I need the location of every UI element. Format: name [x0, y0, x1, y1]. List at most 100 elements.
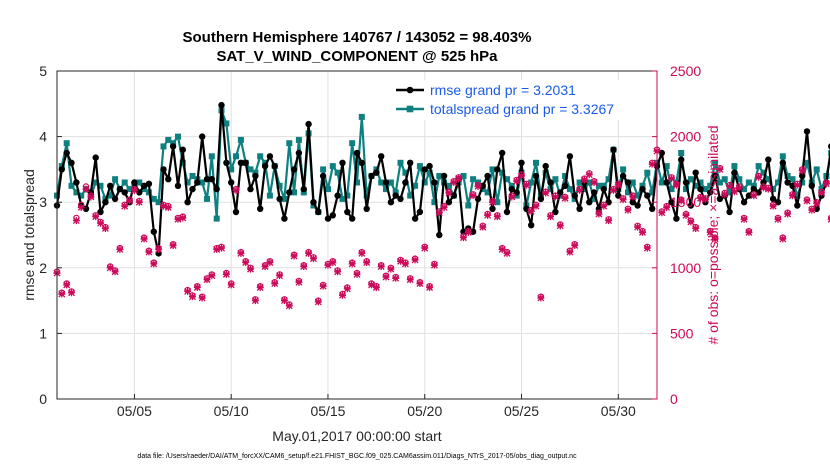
obs-assimilated-point	[276, 272, 284, 280]
obs-assimilated-point	[566, 248, 574, 256]
rmse-point	[189, 185, 196, 193]
obs-assimilated-point	[648, 160, 656, 168]
totalspread-point	[247, 166, 254, 173]
rmse-point	[203, 176, 211, 183]
obs-assimilated-point	[251, 297, 259, 305]
rmse-point	[92, 154, 99, 161]
totalspread-point	[295, 136, 302, 143]
rmse-point	[600, 185, 607, 193]
rmse-point	[194, 179, 201, 186]
rmse-point	[561, 182, 569, 189]
obs-assimilated-point	[290, 252, 298, 260]
obs-assimilated-point	[711, 235, 719, 243]
x-tick-label: 05/25	[504, 403, 539, 419]
rmse-point	[344, 208, 351, 216]
totalspread-point	[625, 189, 631, 196]
rmse-point	[610, 146, 617, 153]
obs-assimilated-point	[527, 207, 535, 215]
rmse-point	[102, 199, 109, 206]
totalspread-point	[668, 186, 675, 193]
obs-assimilated-point	[174, 215, 182, 223]
rmse-point	[411, 215, 419, 222]
rmse-point	[532, 172, 540, 180]
obs-assimilated-point	[271, 280, 279, 288]
totalspread-point	[179, 159, 186, 166]
rmse-point	[794, 202, 801, 209]
obs-assimilated-point	[561, 194, 569, 202]
y-tick-label-right: 2500	[670, 63, 701, 79]
rmse-point	[576, 205, 583, 212]
totalspread-point	[804, 159, 810, 166]
rmse-point	[121, 189, 128, 196]
obs-assimilated-point	[193, 283, 201, 291]
totalspread-point	[184, 179, 191, 186]
totalspread-point	[266, 192, 273, 199]
obs-assimilated-point	[488, 198, 496, 206]
totalspread-point	[687, 176, 694, 183]
obs-assimilated-point	[348, 260, 356, 268]
obs-assimilated-point	[300, 262, 308, 270]
rmse-point	[73, 179, 80, 186]
y-tick-label: 0	[39, 391, 47, 407]
totalspread-point	[504, 176, 510, 183]
rmse-point	[184, 199, 191, 206]
rmse-point	[232, 208, 240, 216]
obs-assimilated-point	[595, 210, 603, 218]
rmse-point	[242, 159, 249, 166]
totalspread-point	[107, 192, 114, 199]
obs-assimilated-point	[247, 265, 255, 273]
rmse-point	[494, 166, 501, 173]
rmse-point	[745, 192, 753, 199]
obs-assimilated-point	[372, 283, 380, 291]
rmse-point	[247, 185, 254, 193]
rmse-point	[557, 189, 564, 196]
obs-assimilated-point	[759, 184, 767, 192]
obs-assimilated-point	[82, 185, 90, 193]
legend-rmse-marker	[406, 86, 414, 94]
obs-assimilated-point	[822, 180, 830, 188]
totalspread-point	[262, 159, 269, 166]
rmse-point	[145, 180, 153, 187]
totalspread-point	[465, 202, 472, 209]
totalspread-point	[765, 176, 772, 183]
obs-assimilated-point	[740, 215, 748, 223]
totalspread-point	[339, 195, 346, 202]
rmse-point	[779, 159, 786, 166]
totalspread-point	[208, 153, 215, 160]
obs-assimilated-point	[459, 234, 467, 242]
rmse-point	[799, 172, 806, 180]
obs-assimilated-point	[159, 202, 167, 210]
obs-assimilated-point	[387, 265, 395, 273]
obs-assimilated-point	[92, 213, 100, 221]
rmse-point	[639, 185, 646, 193]
rmse-point	[590, 189, 598, 196]
totalspread-point	[78, 192, 85, 199]
totalspread-point	[683, 186, 689, 193]
rmse-point	[208, 176, 215, 183]
totalspread-point	[126, 186, 133, 193]
rmse-point	[624, 179, 632, 186]
obs-assimilated-point	[363, 259, 371, 267]
totalspread-point	[397, 159, 404, 166]
rmse-point	[687, 202, 695, 209]
totalspread-point	[828, 150, 830, 156]
obs-assimilated-point	[697, 194, 705, 202]
obs-assimilated-point	[87, 193, 95, 201]
rmse-point	[237, 159, 245, 166]
legend-rmse-label: rmse grand pr = 3.2031	[430, 82, 576, 98]
obs-assimilated-point	[222, 270, 230, 278]
obs-assimilated-point	[571, 241, 579, 249]
obs-assimilated-point	[745, 228, 753, 236]
obs-assimilated-point	[600, 202, 608, 210]
totalspread-point	[508, 182, 515, 189]
totalspread-point	[257, 153, 264, 160]
rmse-point	[513, 189, 520, 196]
obs-assimilated-point	[242, 259, 250, 267]
totalspread-point	[479, 186, 486, 193]
totalspread-point	[237, 136, 244, 143]
obs-assimilated-point	[614, 181, 622, 189]
obs-assimilated-point	[426, 283, 434, 291]
totalspread-point	[189, 173, 196, 179]
data-file-footnote: data file: /Users/raeder/DAI/ATM_forcXX/…	[137, 453, 577, 460]
totalspread-point	[595, 182, 602, 189]
